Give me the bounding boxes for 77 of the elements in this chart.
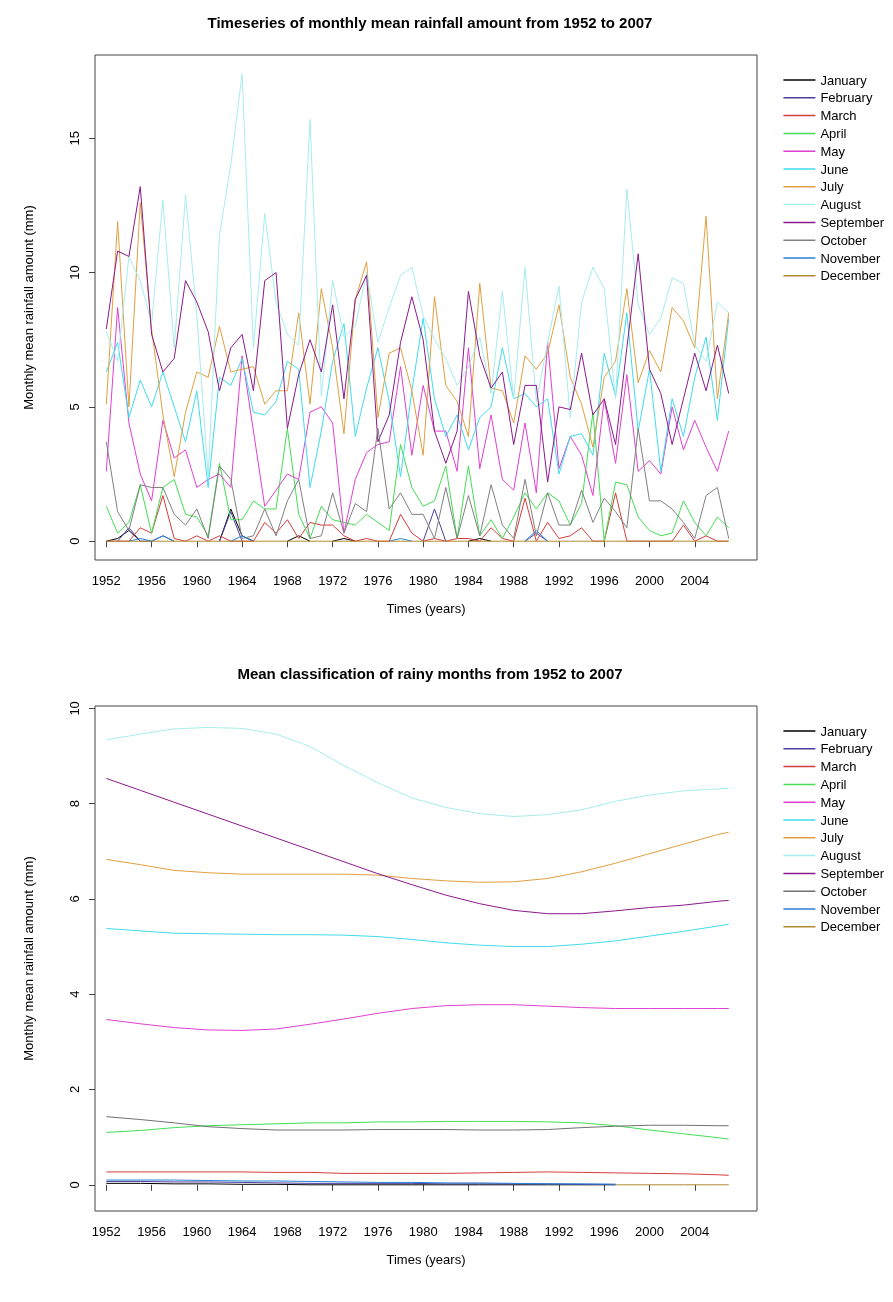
- line-series: [105, 1116, 730, 1131]
- x-tick-label: 1960: [182, 1224, 212, 1239]
- legend-label: February: [820, 741, 873, 757]
- legend-label: July: [820, 179, 845, 195]
- y-tick-label: 8: [67, 800, 82, 808]
- x-tick-label: 1988: [499, 573, 529, 588]
- legend-label: April: [820, 125, 847, 141]
- y-axis-title: Monthly mean rainfall amount (mm): [21, 856, 36, 1061]
- line-series: [105, 312, 730, 488]
- x-axis-title: Times (years): [386, 1252, 466, 1267]
- x-tick-label: 1956: [137, 1224, 167, 1239]
- legend-label: December: [820, 919, 882, 935]
- x-tick-label: 1968: [272, 1224, 302, 1239]
- legend-label: May: [820, 794, 846, 810]
- legend-label: October: [820, 232, 868, 248]
- line-series: [105, 923, 730, 948]
- legend-label: July: [820, 830, 845, 846]
- x-tick-label: 1996: [589, 1224, 619, 1239]
- x-tick-label: 1952: [91, 1224, 121, 1239]
- y-tick-label: 6: [67, 895, 82, 903]
- legend-label: August: [820, 848, 862, 864]
- y-tick-label: 15: [67, 131, 82, 146]
- x-tick-label: 1984: [453, 573, 483, 588]
- x-tick-label: 1956: [137, 573, 167, 588]
- x-tick-label: 1976: [363, 1224, 393, 1239]
- legend-label: February: [820, 90, 873, 106]
- x-tick-label: 1972: [318, 1224, 348, 1239]
- y-tick-label: 2: [67, 1085, 82, 1094]
- x-tick-label: 1968: [272, 573, 302, 588]
- x-tick-label: 2004: [680, 573, 710, 588]
- legend-label: June: [820, 812, 849, 828]
- chart-title: Timeseries of monthly mean rainfall amount from 1952 to 2007: [207, 14, 653, 31]
- line-series: [105, 1004, 730, 1031]
- line-series: [105, 1120, 730, 1140]
- y-axis-title: Monthly mean rainfall amount (mm): [21, 205, 36, 410]
- y-tick-label: 4: [67, 990, 82, 998]
- legend-label: March: [820, 759, 857, 775]
- legend-label: August: [820, 197, 862, 213]
- y-tick-label: 10: [67, 701, 82, 716]
- y-tick-label: 0: [67, 1181, 82, 1189]
- legend-label: October: [820, 883, 868, 899]
- legend-label: March: [820, 108, 857, 124]
- x-tick-label: 1996: [589, 573, 619, 588]
- legend-label: November: [820, 250, 882, 266]
- x-tick-label: 2004: [680, 1224, 710, 1239]
- legend-label: April: [820, 776, 847, 792]
- x-tick-label: 1980: [408, 573, 438, 588]
- x-tick-label: 1952: [91, 573, 121, 588]
- x-tick-label: 1984: [453, 1224, 483, 1239]
- legend-label: September: [820, 214, 885, 230]
- x-tick-label: 1972: [318, 573, 348, 588]
- chart-title: Mean classification of rainy months from 1952 to 2007: [237, 665, 623, 682]
- line-series: [105, 726, 730, 818]
- x-axis-title: Times (years): [386, 601, 466, 616]
- x-tick-label: 1988: [499, 1224, 529, 1239]
- x-tick-label: 1992: [544, 1224, 574, 1239]
- line-series: [105, 73, 730, 478]
- x-tick-label: 1992: [544, 573, 574, 588]
- legend-label: November: [820, 901, 882, 917]
- y-tick-label: 10: [67, 265, 82, 280]
- y-tick-label: 0: [67, 537, 82, 545]
- x-tick-label: 1976: [363, 573, 393, 588]
- legend-label: December: [820, 268, 882, 284]
- x-tick-label: 1960: [182, 573, 212, 588]
- x-tick-label: 2000: [635, 573, 664, 588]
- y-tick-label: 5: [67, 403, 82, 411]
- x-tick-label: 1964: [227, 573, 257, 588]
- x-tick-label: 1980: [408, 1224, 438, 1239]
- x-tick-label: 2000: [635, 1224, 664, 1239]
- line-series: [105, 777, 730, 915]
- legend-label: January: [820, 72, 868, 88]
- legend-label: September: [820, 865, 885, 881]
- legend-label: January: [820, 723, 868, 739]
- legend-label: May: [820, 143, 846, 159]
- x-tick-label: 1964: [227, 1224, 257, 1239]
- legend-label: June: [820, 161, 849, 177]
- line-series: [105, 831, 730, 883]
